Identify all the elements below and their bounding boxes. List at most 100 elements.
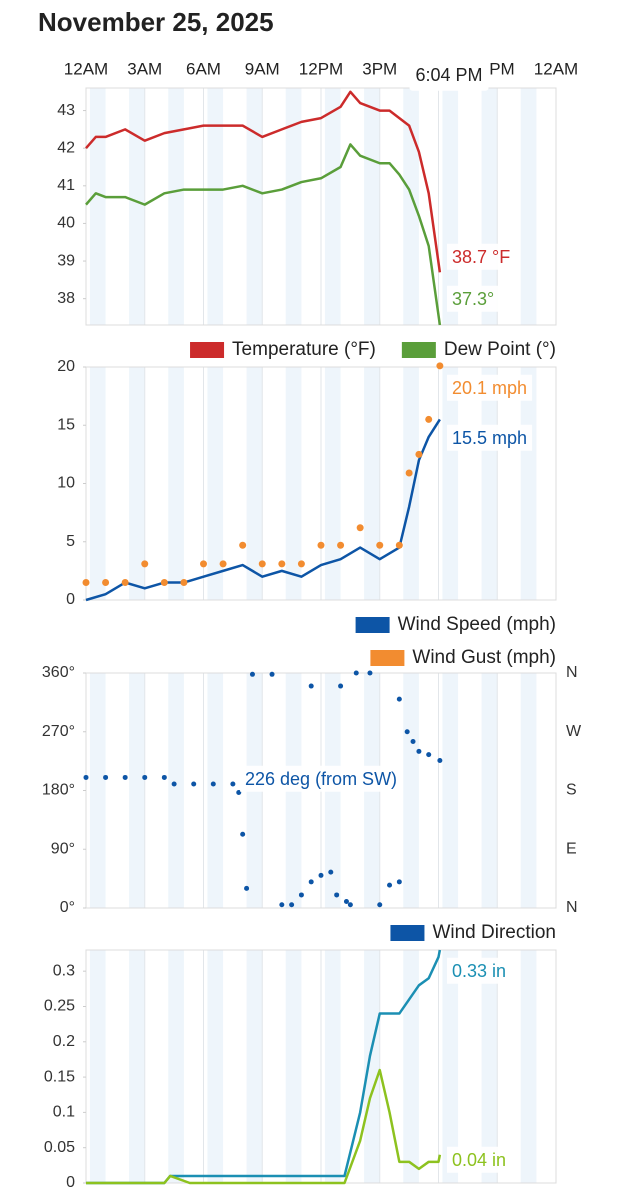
- hour-stripe: [520, 367, 537, 600]
- gust-dot: [121, 579, 129, 587]
- legend-swatch: [355, 617, 390, 633]
- time-tooltip: 6:04 PM: [415, 65, 482, 85]
- y-tick-label: 270°: [42, 723, 75, 740]
- hour-stripe: [364, 950, 380, 1183]
- hour-stripe: [89, 367, 106, 600]
- direction-dot: [103, 774, 109, 780]
- legend-label: Wind Gust (mph): [412, 647, 556, 668]
- y2-tick-label: S: [566, 782, 577, 799]
- gust-dot: [425, 415, 433, 423]
- hour-stripe: [207, 367, 224, 600]
- direction-dot: [343, 898, 349, 904]
- value-label: 15.5 mph: [452, 428, 527, 448]
- legend-label: Wind Direction: [432, 922, 556, 943]
- direction-dot: [298, 892, 304, 898]
- direction-dot: [416, 748, 422, 754]
- hour-stripe: [285, 950, 302, 1183]
- hour-stripe: [403, 950, 419, 1183]
- y-tick-label: 0.1: [53, 1104, 75, 1121]
- hour-stripe: [246, 367, 263, 600]
- y-tick-label: 38: [57, 290, 75, 307]
- y2-tick-label: W: [566, 723, 582, 740]
- hour-stripe: [520, 673, 537, 908]
- value-label: 0.33 in: [452, 961, 506, 981]
- direction-dot: [308, 879, 314, 885]
- y-tick-label: 90°: [51, 840, 75, 857]
- value-label-bg: [240, 765, 403, 792]
- hour-stripe: [324, 88, 341, 325]
- direction-dot: [318, 872, 324, 878]
- direction-dot: [240, 831, 246, 837]
- direction-dot: [171, 781, 177, 787]
- hour-stripe: [324, 367, 341, 600]
- y-tick-label: 39: [57, 252, 75, 269]
- gust-dot: [297, 560, 305, 568]
- hour-stripe: [246, 88, 263, 325]
- direction-dot: [367, 670, 373, 676]
- value-label: 0.04 in: [452, 1150, 506, 1170]
- value-label: 38.7 °F: [452, 247, 510, 267]
- hour-stripe: [481, 950, 498, 1183]
- direction-dot: [396, 696, 402, 702]
- hour-stripe: [89, 88, 106, 325]
- hour-stripe: [168, 88, 184, 325]
- hour-stripe: [403, 367, 419, 600]
- direction-dot: [347, 902, 353, 908]
- gust-dot: [415, 450, 423, 458]
- time-tick-label: 3PM: [362, 59, 397, 78]
- y-tick-label: 0.3: [53, 962, 75, 979]
- direction-dot: [410, 739, 416, 745]
- direction-dot: [377, 902, 383, 908]
- hour-stripe: [129, 950, 145, 1183]
- time-tick-label: 12PM: [299, 59, 343, 78]
- hour-stripe: [442, 950, 459, 1183]
- gust-dot: [82, 579, 90, 587]
- hour-stripe: [168, 673, 184, 908]
- y-tick-label: 0.25: [44, 998, 75, 1015]
- y-tick-label: 0.15: [44, 1068, 75, 1085]
- plot-frame: [85, 87, 557, 326]
- hour-stripe: [207, 673, 224, 908]
- gust-dot: [337, 541, 345, 549]
- direction-dot: [308, 683, 314, 689]
- y-tick-label: 5: [66, 533, 75, 550]
- direction-dot: [83, 774, 89, 780]
- value-label: 20.1 mph: [452, 378, 527, 398]
- gust-dot: [102, 579, 110, 587]
- value-label-bg: [447, 1146, 512, 1173]
- gust-dot: [395, 541, 403, 549]
- direction-dot: [289, 902, 295, 908]
- series-line: [85, 90, 442, 273]
- y-tick-label: 0: [66, 591, 75, 608]
- direction-dot: [396, 879, 402, 885]
- value-label-bg: [447, 285, 500, 312]
- hour-stripe: [285, 88, 302, 325]
- direction-dot: [191, 781, 197, 787]
- y2-tick-label: E: [566, 840, 577, 857]
- hour-stripe: [442, 367, 459, 600]
- page-title: November 25, 2025: [38, 7, 274, 37]
- y-tick-label: 0°: [60, 899, 75, 916]
- hour-stripe: [481, 367, 498, 600]
- direction-dot: [334, 892, 340, 898]
- y-tick-label: 40: [57, 215, 75, 232]
- time-tick-label: 12AM: [64, 59, 108, 78]
- gust-dot: [200, 560, 207, 568]
- value-label-bg: [447, 374, 533, 401]
- hour-stripe: [129, 367, 145, 600]
- gust-dot: [219, 560, 227, 568]
- time-tick-label: 9AM: [245, 59, 280, 78]
- y-tick-label: 20: [57, 358, 75, 375]
- tooltip-box: [409, 58, 489, 91]
- value-label-bg: [447, 243, 516, 270]
- gust-dot: [436, 362, 444, 370]
- gust-dot: [278, 560, 286, 568]
- hour-stripe: [129, 673, 145, 908]
- gust-dot: [356, 524, 364, 532]
- hour-stripe: [520, 88, 537, 325]
- hour-stripe: [89, 950, 106, 1183]
- hour-stripe: [168, 367, 184, 600]
- direction-dot: [269, 671, 275, 677]
- value-label: 226 deg (from SW): [245, 769, 397, 789]
